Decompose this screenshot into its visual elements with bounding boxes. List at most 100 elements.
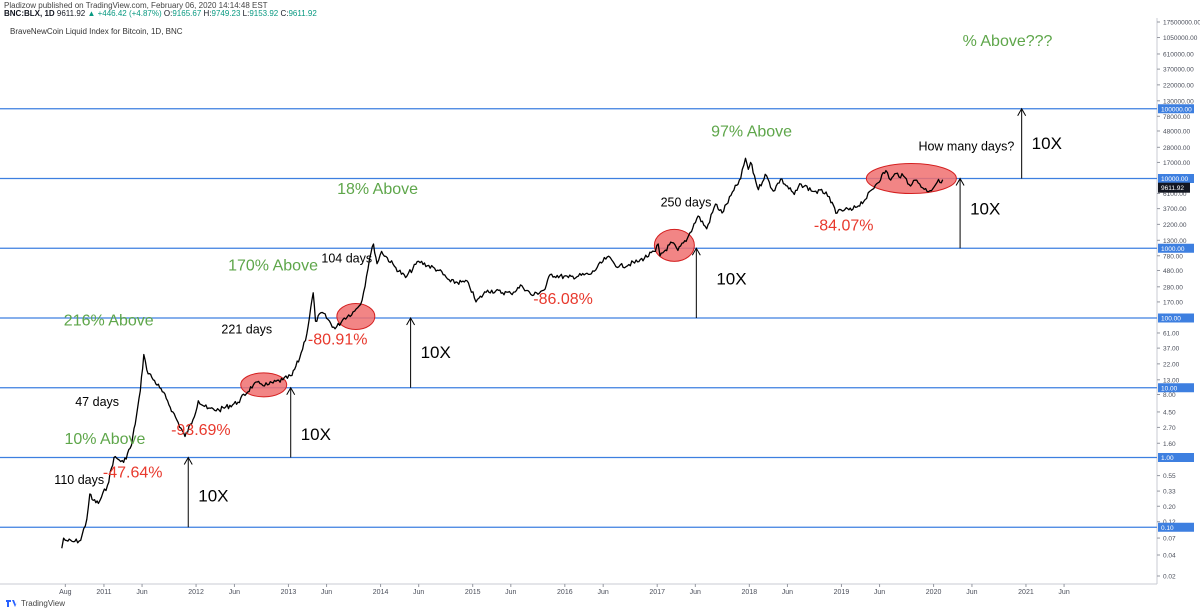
multiplier-label: 10X — [198, 487, 228, 506]
x-tick-label: 2018 — [742, 589, 758, 596]
multiplier-label: 10X — [716, 269, 746, 288]
days-label: 47 days — [75, 395, 119, 409]
x-tick-label: Jun — [229, 589, 240, 596]
y-tick-label: 1050000.00 — [1163, 35, 1198, 42]
y-tick-label: 8.00 — [1163, 392, 1176, 399]
above-label: 97% Above — [711, 124, 792, 141]
publisher-line: Pladizow published on TradingView.com, F… — [4, 1, 268, 10]
footer-brand: TradingView — [6, 599, 65, 608]
y-tick-label: 370000.00 — [1163, 67, 1194, 74]
x-tick-label: 2015 — [465, 589, 481, 596]
above-label: 216% Above — [64, 313, 154, 330]
level-price-box — [1158, 313, 1194, 323]
y-tick-label: 0.07 — [1163, 536, 1176, 543]
x-tick-label: 2017 — [649, 589, 665, 596]
y-tick-label: 1300.00 — [1163, 238, 1187, 245]
arrow-head — [183, 456, 193, 465]
multiplier-label: 10X — [301, 425, 331, 444]
y-tick-label: 1.60 — [1163, 441, 1176, 448]
y-tick-label: 22.00 — [1163, 361, 1180, 368]
arrow-head — [1017, 107, 1027, 116]
above-label: 170% Above — [228, 257, 318, 274]
y-tick-label: 4.50 — [1163, 409, 1176, 416]
ohlc-high-value: 9749.23 — [211, 9, 241, 18]
last-price-box — [1158, 182, 1190, 193]
ohlc-close-label: C: — [280, 9, 289, 18]
x-tick-label: Jun — [874, 589, 885, 596]
ohlc-low-value: 9153.92 — [249, 9, 279, 18]
x-tick-label: 2020 — [926, 589, 942, 596]
x-tick-label: Jun — [690, 589, 701, 596]
x-tick-label: Jun — [598, 589, 609, 596]
annotation-labels: 10% Above 216% Above 170% Above 18% Above 97… — [54, 33, 1052, 487]
level-price-box — [1158, 522, 1194, 532]
level-price-box — [1158, 243, 1194, 253]
y-tick-label: 37.00 — [1163, 346, 1180, 353]
multiplier-arrows: 10X 10X 10X 10X 10X 10X — [183, 107, 1062, 528]
price-axis[interactable]: 17500000.00 1050000.00 610000.00 370000.00 2… — [1157, 20, 1200, 581]
last-price-label: 9611.92 — [1161, 185, 1184, 192]
arrow-head — [406, 316, 416, 326]
y-tick-label: 0.55 — [1163, 473, 1176, 480]
price-value: 9611.92 — [56, 9, 86, 18]
highlight-ellipse — [336, 303, 376, 331]
level-price-label: 10000.00 — [1161, 176, 1188, 183]
x-tick-label: 2021 — [1018, 589, 1034, 596]
days-label: 104 days — [321, 252, 372, 266]
y-tick-label: 0.20 — [1163, 504, 1176, 511]
y-tick-label: 220000.00 — [1163, 82, 1194, 89]
level-price-label: 0.10 — [1161, 525, 1174, 532]
y-tick-label: 78000.00 — [1163, 114, 1190, 121]
highlight-ellipse — [865, 163, 957, 194]
footer-brand-label: TradingView — [21, 599, 66, 608]
y-tick-label: 0.02 — [1163, 574, 1176, 581]
drop-label: -93.69% — [171, 422, 231, 439]
y-tick-label: 6100.00 — [1163, 191, 1187, 198]
days-label: 221 days — [221, 322, 272, 336]
drop-label: -80.91% — [308, 331, 368, 348]
x-tick-label: Jun — [321, 589, 332, 596]
highlight-ellipses — [240, 163, 957, 398]
horizontal-levels — [0, 108, 1157, 528]
time-axis[interactable]: Aug 2011 Jun 2012 Jun 2013 Jun 2014 Jun 2015 Jun 20… — [59, 584, 1070, 596]
y-tick-label: 0.33 — [1163, 489, 1176, 496]
y-tick-label: 13.00 — [1163, 377, 1180, 384]
arrow-head — [955, 177, 965, 186]
x-tick-label: Jun — [413, 589, 424, 596]
symbol-info-line: BNC:BLX, 1D 9611.92 ▲ +446.42 (+4.87%) O… — [4, 9, 317, 18]
y-tick-label: 0.04 — [1163, 553, 1176, 560]
y-tick-label: 48000.00 — [1163, 128, 1190, 135]
y-tick-label: 130000.00 — [1163, 98, 1194, 105]
level-price-box — [1158, 104, 1194, 114]
y-tick-label: 280.00 — [1163, 284, 1183, 291]
highlight-ellipse — [240, 372, 288, 398]
x-tick-label: 2011 — [96, 589, 111, 596]
y-tick-label: 17500000.00 — [1163, 20, 1200, 27]
level-price-box — [1158, 174, 1194, 183]
arrow-head — [286, 386, 296, 395]
ohlc-high-label: H: — [203, 9, 212, 18]
multiplier-label: 10X — [1032, 134, 1062, 153]
above-label: 18% Above — [337, 181, 418, 198]
x-tick-label: Jun — [1058, 589, 1069, 596]
drop-label: -86.08% — [533, 291, 593, 308]
y-tick-label: 2.70 — [1163, 425, 1176, 432]
y-tick-label: 480.00 — [1163, 268, 1183, 275]
level-price-label: 10.00 — [1161, 385, 1178, 392]
y-tick-label: 0.12 — [1163, 519, 1176, 526]
chart-title: BraveNewCoin Liquid Index for Bitcoin, 1… — [10, 27, 183, 36]
drop-label: -84.07% — [814, 217, 874, 234]
level-price-box — [1158, 383, 1194, 393]
price-line — [61, 157, 944, 549]
plot-area[interactable] — [0, 18, 1157, 584]
level-price-label: 1.00 — [1161, 455, 1174, 462]
days-label: How many days? — [918, 140, 1014, 154]
ohlc-close-value: 9611.92 — [288, 9, 317, 18]
symbol[interactable]: BNC:BLX, 1D — [4, 9, 55, 18]
x-tick-label: Jun — [136, 589, 147, 596]
y-tick-label: 3700.00 — [1163, 206, 1187, 213]
y-tick-label: 610000.00 — [1163, 51, 1194, 58]
drop-label: -47.64% — [103, 464, 163, 481]
x-tick-label: 2019 — [834, 589, 850, 596]
